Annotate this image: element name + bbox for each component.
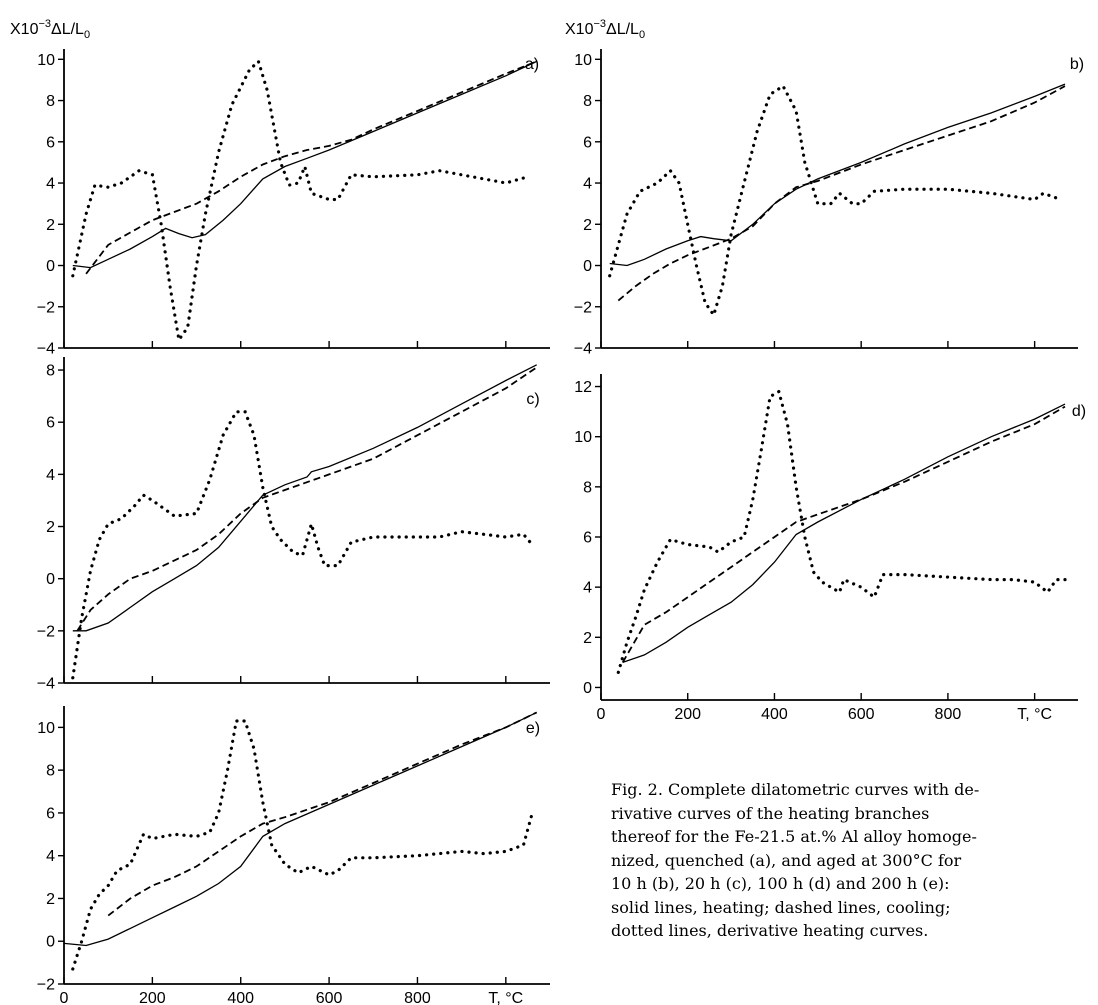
y-tick-label: 4 [583, 580, 592, 597]
y-tick-label: 4 [46, 848, 55, 865]
heating-curve [72, 364, 537, 632]
y-axis-label: X10−3ΔL/L0 [10, 18, 90, 41]
y-tick-label: −2 [37, 977, 55, 994]
cooling-curve [76, 366, 538, 632]
y-tick-label: 4 [583, 176, 592, 193]
x-tick-label: T, °C [1017, 706, 1052, 723]
heating-curve [622, 403, 1066, 664]
y-tick-label: 0 [46, 571, 55, 588]
x-tick-label: 600 [848, 706, 875, 723]
x-tick-label: 0 [60, 990, 69, 1005]
y-tick-label: −2 [574, 299, 592, 316]
x-tick-label: 0 [597, 706, 606, 723]
panel-e: −2 0 2 4 6 8 10 0 200 400 600 800 T, °C e) [37, 706, 550, 1005]
panel-label: d) [1072, 403, 1086, 420]
panel-b: −4 −2 0 2 4 6 8 10 b) X10−3ΔL/L0 [565, 18, 1084, 358]
x-tick-label: 600 [316, 990, 343, 1005]
x-tick-label: 800 [935, 706, 962, 723]
x-tick-label: T, °C [488, 990, 523, 1005]
cooling-curve [621, 405, 1066, 663]
heating-curve [72, 60, 537, 269]
heating-curve [609, 83, 1066, 267]
y-tick-label: 10 [574, 52, 592, 69]
x-tick-label: 400 [761, 706, 788, 723]
y-tick-label: 0 [46, 258, 55, 275]
y-tick-label: 4 [46, 176, 55, 193]
y-tick-label: 6 [583, 530, 592, 547]
y-tick-label: 0 [46, 934, 55, 951]
derivative-curve [616, 389, 1067, 674]
y-tick-label: 2 [583, 217, 592, 234]
panel-c: −4 −2 0 2 4 6 8 c) [37, 357, 550, 693]
derivative-curve [608, 83, 1063, 319]
y-tick-label: 0 [583, 680, 592, 697]
y-tick-label: −4 [37, 341, 55, 358]
x-tick-label: 200 [674, 706, 701, 723]
panel-label: b) [1070, 56, 1084, 73]
derivative-curve [71, 58, 530, 344]
y-tick-label: 8 [46, 763, 55, 780]
y-axis-label: X10−3ΔL/L0 [565, 18, 645, 41]
y-tick-label: 10 [37, 720, 55, 737]
y-tick-label: −4 [37, 676, 55, 693]
y-tick-label: 2 [46, 891, 55, 908]
y-tick-label: 10 [574, 429, 592, 446]
y-tick-label: 8 [583, 479, 592, 496]
y-tick-label: 6 [46, 415, 55, 432]
y-tick-label: −2 [37, 299, 55, 316]
y-tick-label: 0 [583, 258, 592, 275]
cooling-curve [617, 85, 1066, 302]
x-tick-label: 200 [139, 990, 166, 1005]
y-tick-label: 12 [574, 379, 592, 396]
y-tick-label: 6 [46, 805, 55, 822]
y-tick-label: 6 [46, 134, 55, 151]
x-tick-label: 400 [227, 990, 254, 1005]
y-tick-label: 4 [46, 467, 55, 484]
y-tick-label: 8 [583, 93, 592, 110]
cooling-curve [85, 60, 538, 275]
y-tick-label: −4 [574, 341, 592, 358]
panel-label: c) [526, 391, 539, 408]
y-tick-label: 10 [37, 52, 55, 69]
y-tick-label: 2 [46, 519, 55, 536]
y-tick-label: 2 [46, 217, 55, 234]
y-tick-label: 2 [583, 630, 592, 647]
y-tick-label: −2 [37, 623, 55, 640]
y-tick-label: 8 [46, 93, 55, 110]
panel-label: e) [526, 720, 540, 737]
panel-d: 0 2 4 6 8 10 12 0 200 400 600 800 T, °C d) [574, 374, 1086, 723]
y-tick-label: 6 [583, 134, 592, 151]
x-tick-label: 800 [404, 990, 431, 1005]
panel-label: a) [525, 56, 539, 73]
heating-curve [64, 711, 537, 947]
y-tick-label: 8 [46, 363, 55, 380]
panel-a: −4 −2 0 2 4 6 8 10 a) X10−3ΔL/L0 [10, 18, 550, 358]
panels: −4 −2 0 2 4 6 8 10 a) X10−3ΔL/L0 −4 −2 0 2 4 6 8 10 b) X10−… [10, 18, 1086, 1005]
figure-caption: Fig. 2. Complete dilatometric curves wit… [611, 780, 980, 940]
derivative-curve [71, 410, 534, 680]
derivative-curve [71, 719, 534, 971]
cooling-curve [107, 711, 538, 917]
